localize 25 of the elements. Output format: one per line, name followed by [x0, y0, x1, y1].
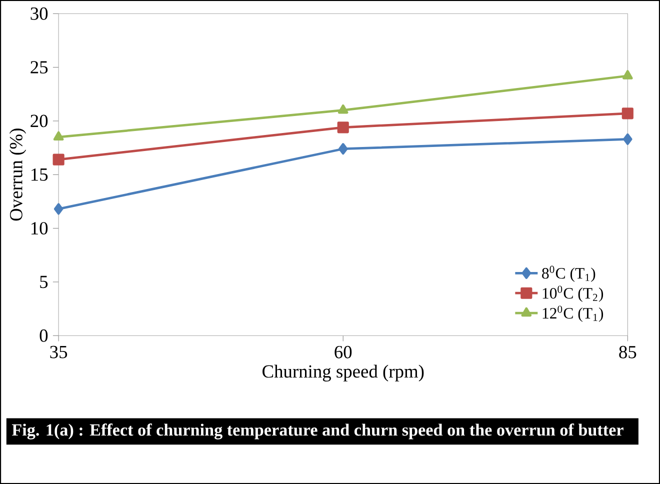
y-tick-label: 25 — [30, 61, 48, 74]
point — [338, 104, 348, 114]
point — [52, 154, 64, 166]
y-tick-label: 10 — [31, 222, 48, 234]
point — [53, 131, 64, 141]
y-tick-label: 20 — [30, 114, 48, 128]
x-tick-label: 85 — [619, 346, 636, 358]
caption: Fig. 1(a) : Effect of churning temperature and churn speed on the overrun of butter — [12, 423, 624, 440]
x-tick-label: 60 — [334, 346, 352, 358]
point — [338, 143, 348, 155]
y-tick-label: 5 — [40, 276, 48, 288]
legend-label: 12$^{0}$C (T$_{1}$) — [542, 306, 604, 322]
point — [622, 108, 634, 120]
x-tick-label: 35 — [50, 346, 68, 358]
point — [622, 70, 633, 80]
point — [337, 122, 349, 134]
y-tick-label: 0 — [40, 329, 48, 342]
point — [623, 133, 632, 145]
y-tick-label: 30 — [30, 7, 48, 20]
y-tick-label: 15 — [31, 168, 48, 181]
legend-label: 10$^{0}$C (T$_{2}$) — [542, 286, 604, 302]
y-axis-title: Overrun (%) — [9, 128, 26, 221]
x-axis-title: Churning speed (rpm) — [262, 364, 424, 382]
legend-label: 8$^{0}$C (T$_{1}$) — [542, 266, 596, 282]
point — [54, 203, 64, 215]
